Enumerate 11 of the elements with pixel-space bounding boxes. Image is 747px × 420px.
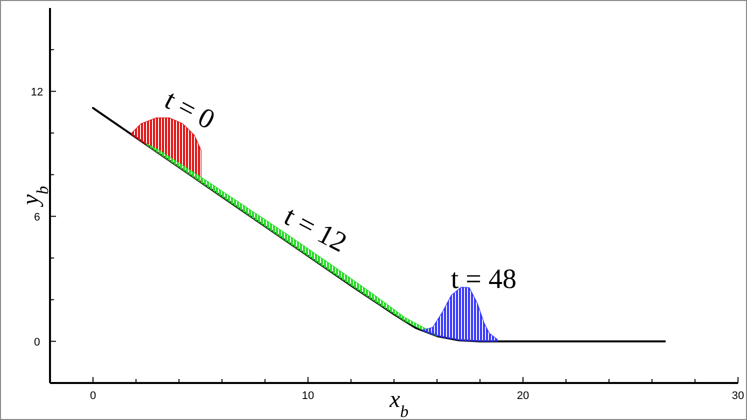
y-tick-label: 12 xyxy=(30,86,44,98)
annotation: t = 12 xyxy=(279,200,352,258)
x-tick-label: 20 xyxy=(516,390,530,402)
x-tick-label: 30 xyxy=(732,390,744,402)
annotation: t = 0 xyxy=(160,84,220,136)
y-tick-label: 0 xyxy=(34,336,40,348)
x-tick-label: 0 xyxy=(90,390,96,402)
x-axis-title: x$_{b}$ xyxy=(388,387,409,420)
annotation: t = 48 xyxy=(450,264,516,295)
x-tick-label: 10 xyxy=(302,390,314,402)
y-tick-label: 6 xyxy=(34,211,40,224)
